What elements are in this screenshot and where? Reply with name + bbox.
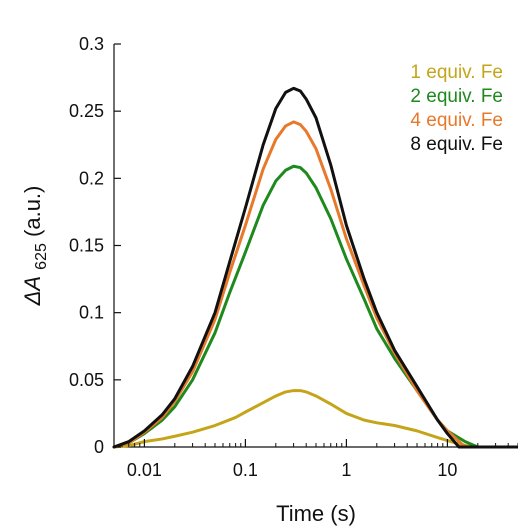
x-tick-label: 1 xyxy=(341,460,351,480)
x-axis-title: Time (s) xyxy=(276,501,356,526)
series-lines xyxy=(112,86,518,449)
y-tick-label: 0.2 xyxy=(79,168,104,188)
y-tick-label: 0.05 xyxy=(69,370,104,390)
y-axis: 0 0.05 0.1 0.15 0.2 0.25 0.3 xyxy=(69,34,121,457)
legend: 1 equiv. Fe 2 equiv. Fe 4 equiv. Fe 8 equiv… xyxy=(410,62,503,155)
y-tick-label: 0.25 xyxy=(69,101,104,121)
y-axis-title-prefix: ΔA xyxy=(20,276,45,306)
x-tick-label: 10 xyxy=(437,460,457,480)
y-axis-title: ΔA 625 (a.u.) xyxy=(20,186,51,307)
legend-entry-2: 2 equiv. Fe xyxy=(410,86,503,107)
y-axis-title-suffix: (a.u.) xyxy=(20,186,45,237)
y-tick-label: 0.3 xyxy=(79,34,104,54)
x-tick-label: 0.01 xyxy=(127,460,162,480)
x-axis: 0.01 0.1 1 10 xyxy=(113,439,518,480)
y-axis-title-subscript: 625 xyxy=(33,243,50,270)
legend-entry-1: 1 equiv. Fe xyxy=(410,62,503,83)
legend-entry-4: 8 equiv. Fe xyxy=(410,134,503,155)
legend-entry-3: 4 equiv. Fe xyxy=(410,110,503,131)
y-tick-label: 0.1 xyxy=(79,303,104,323)
series-line-2 xyxy=(112,164,518,449)
x-tick-label: 0.1 xyxy=(233,460,258,480)
series-line-1 xyxy=(112,389,518,449)
series-line-4 xyxy=(112,86,518,449)
y-tick-label: 0.15 xyxy=(69,236,104,256)
y-tick-label: 0 xyxy=(94,437,104,457)
